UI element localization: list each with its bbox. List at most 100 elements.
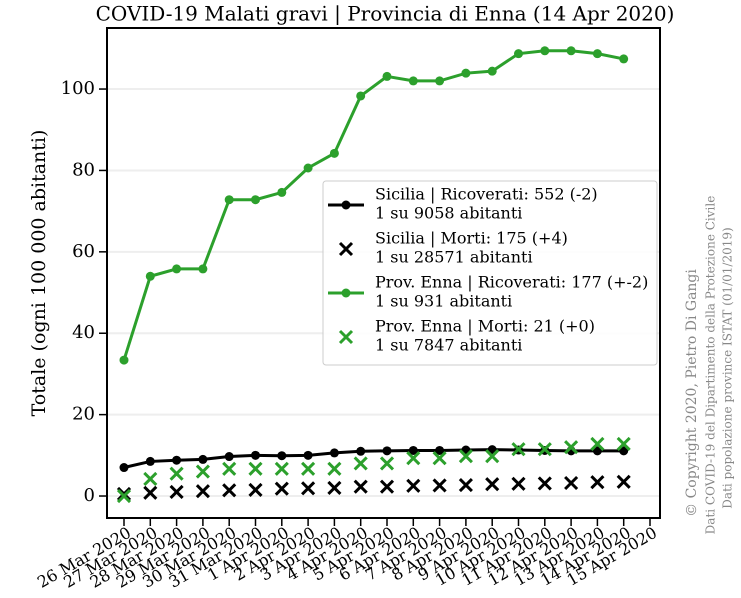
legend-label: Prov. Enna | Ricoverati: 177 (+-2) — [375, 273, 648, 292]
legend-label: Sicilia | Morti: 175 (+4) — [375, 229, 568, 248]
point — [540, 46, 550, 56]
point — [119, 355, 129, 365]
y-tick-label: 80 — [72, 159, 95, 180]
legend-point — [341, 288, 351, 298]
x-marker — [169, 466, 184, 481]
x-marker — [327, 480, 342, 495]
x-marker — [616, 436, 631, 451]
point — [619, 54, 629, 64]
point — [198, 454, 208, 464]
point — [356, 91, 366, 101]
legend: Sicilia | Ricoverati: 552 (-2)1 su 9058 … — [322, 180, 658, 366]
x-marker — [616, 474, 631, 489]
x-marker — [169, 484, 184, 500]
x-marker — [222, 461, 237, 476]
x-marker — [274, 461, 289, 476]
x-marker — [511, 476, 526, 491]
point — [329, 448, 339, 458]
credit: Dati popolazione province ISTAT (01/01/2… — [721, 227, 735, 508]
point — [382, 446, 392, 456]
legend-marker — [338, 329, 354, 345]
x-marker — [222, 483, 237, 498]
x-marker — [248, 461, 263, 476]
point — [382, 71, 392, 81]
x-marker — [195, 464, 210, 479]
legend-marker — [338, 241, 354, 257]
point — [435, 445, 445, 455]
x-marker — [195, 484, 210, 499]
point — [435, 76, 445, 86]
point — [251, 450, 260, 460]
x-marker — [274, 481, 289, 496]
x-marker — [564, 440, 579, 455]
point — [514, 49, 523, 59]
point — [487, 66, 497, 76]
plot-frame — [106, 27, 661, 519]
x-marker — [537, 476, 552, 491]
x-marker — [511, 442, 526, 457]
point — [408, 76, 418, 86]
point — [119, 463, 129, 473]
y-tick-label: 100 — [61, 78, 95, 99]
x-marker — [379, 479, 395, 494]
x-marker — [406, 478, 421, 493]
x-marker — [564, 475, 579, 491]
point — [198, 264, 208, 274]
point — [619, 446, 629, 456]
legend-point — [341, 200, 351, 210]
point — [145, 271, 155, 281]
legend-note: 1 su 7847 abitanti — [375, 336, 522, 355]
x-marker — [458, 477, 473, 493]
x-marker — [458, 449, 473, 464]
credit: Dati COVID-19 del Dipartimento della Pro… — [704, 196, 718, 535]
x-marker — [248, 482, 263, 497]
point — [277, 187, 287, 197]
x-marker — [143, 471, 158, 486]
point — [224, 452, 234, 462]
x-marker — [590, 475, 605, 490]
point — [251, 195, 260, 205]
point — [356, 446, 366, 456]
legend-label: Sicilia | Ricoverati: 552 (-2) — [375, 185, 598, 204]
point — [224, 195, 234, 205]
x-marker — [301, 481, 316, 496]
x-marker — [590, 436, 605, 451]
legend-note: 1 su 931 abitanti — [375, 292, 512, 311]
chart-title: COVID-19 Malati gravi | Provincia di Enn… — [96, 2, 675, 27]
point — [566, 46, 576, 56]
y-tick-label: 20 — [72, 404, 95, 425]
x-marker — [485, 477, 500, 492]
x-marker — [485, 449, 500, 464]
legend-box — [322, 180, 658, 366]
y-axis-label: Totale (ogni 100 000 abitanti) — [28, 130, 50, 417]
point — [172, 455, 182, 465]
y-tick-label: 60 — [72, 241, 95, 262]
x-marker — [432, 451, 447, 466]
point — [172, 264, 182, 274]
x-marker — [379, 456, 395, 471]
credit: © Copyright 2020, Pietro Di Gangi — [684, 269, 700, 517]
y-tick-label: 0 — [84, 485, 95, 506]
legend-label: Prov. Enna | Morti: 21 (+0) — [375, 317, 595, 336]
x-marker — [116, 488, 132, 504]
x-marker — [327, 461, 342, 476]
x-marker — [143, 485, 158, 500]
legend-note: 1 su 9058 abitanti — [375, 204, 522, 223]
x-marker — [432, 478, 447, 493]
legend-note: 1 su 28571 abitanti — [375, 248, 533, 267]
x-marker — [406, 451, 421, 466]
x-marker — [353, 456, 368, 471]
point — [329, 148, 339, 158]
x-marker — [537, 442, 552, 457]
point — [303, 450, 313, 460]
x-marker — [301, 461, 316, 476]
point — [277, 451, 287, 461]
point — [408, 445, 418, 455]
point — [592, 446, 602, 456]
point — [145, 456, 155, 466]
point — [461, 68, 471, 78]
point — [303, 163, 313, 173]
x-marker — [353, 479, 368, 494]
point — [592, 49, 602, 59]
